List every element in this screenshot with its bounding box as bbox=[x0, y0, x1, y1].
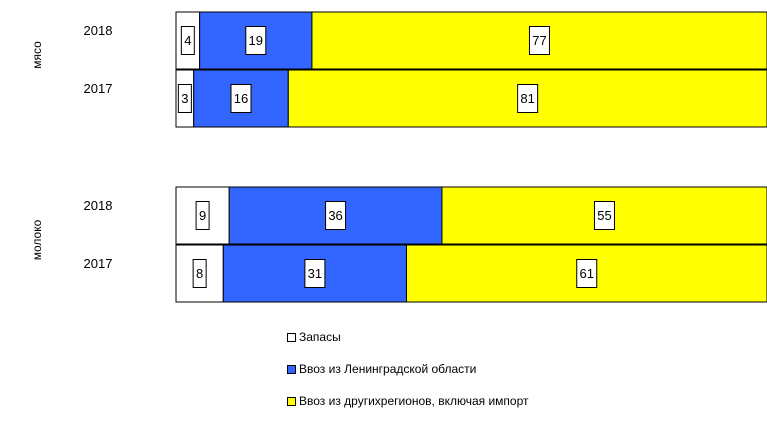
value-box-moloko-2018-other-regions bbox=[593, 201, 615, 230]
value-label-myaso-2018-leningrad: 19 bbox=[249, 33, 263, 48]
value-label-myaso-2018-other-regions: 77 bbox=[532, 33, 546, 48]
legend: Запасы Ввоз из Ленинградской области Вво… bbox=[287, 329, 529, 425]
value-box-moloko-2017-leningrad bbox=[304, 259, 326, 288]
legend-label-other-regions: Ввоз из другихрегионов, включая импорт bbox=[299, 394, 529, 408]
value-label-myaso-2018-zapasy: 4 bbox=[184, 33, 191, 48]
value-label-moloko-2017-other-regions: 61 bbox=[580, 266, 594, 281]
value-label-moloko-2017-leningrad: 31 bbox=[308, 266, 322, 281]
value-box-moloko-2018-leningrad bbox=[325, 201, 347, 230]
value-box-myaso-2018-zapasy bbox=[180, 26, 195, 55]
legend-swatch-zapasy bbox=[287, 332, 296, 342]
year-label-moloko-2017: 2017 bbox=[84, 256, 113, 271]
value-box-moloko-2018-zapasy bbox=[195, 201, 210, 230]
value-label-myaso-2017-leningrad: 16 bbox=[234, 91, 248, 106]
value-label-moloko-2018-other-regions: 55 bbox=[597, 208, 611, 223]
legend-label-zapasy: Запасы bbox=[299, 330, 341, 344]
value-box-myaso-2017-other-regions bbox=[517, 84, 539, 113]
legend-item-leningrad: Ввоз из Ленинградской области bbox=[287, 361, 529, 377]
legend-item-other-regions: Ввоз из другихрегионов, включая импорт bbox=[287, 393, 529, 409]
value-label-moloko-2018-leningrad: 36 bbox=[328, 208, 342, 223]
value-box-myaso-2018-leningrad bbox=[245, 26, 267, 55]
value-box-myaso-2018-other-regions bbox=[528, 26, 550, 55]
legend-swatch-leningrad bbox=[287, 364, 296, 374]
bar-moloko-2017-leningrad bbox=[222, 244, 407, 303]
value-box-moloko-2017-other-regions bbox=[576, 259, 598, 288]
year-label-moloko-2018: 2018 bbox=[84, 198, 113, 213]
value-label-myaso-2017-zapasy: 3 bbox=[181, 91, 188, 106]
chart: мясо 2018 4 19 77 2017 3 16 81 молоко 2018 9 36 55 201… bbox=[30, 11, 767, 303]
value-label-moloko-2017-zapasy: 8 bbox=[196, 266, 203, 281]
bar-moloko-2018-zapasy bbox=[175, 186, 230, 245]
group-label-myaso: мясо bbox=[30, 41, 44, 69]
legend-label-leningrad: Ввоз из Ленинградской области bbox=[299, 362, 477, 376]
year-label-myaso-2017: 2017 bbox=[84, 81, 113, 96]
value-box-moloko-2017-zapasy bbox=[192, 259, 207, 288]
legend-item-zapasy: Запасы bbox=[287, 329, 529, 345]
value-box-myaso-2017-zapasy bbox=[177, 84, 192, 113]
value-label-moloko-2018-zapasy: 9 bbox=[199, 208, 206, 223]
year-label-myaso-2018: 2018 bbox=[84, 23, 113, 38]
value-box-myaso-2017-leningrad bbox=[230, 84, 252, 113]
legend-swatch-other-regions bbox=[287, 396, 296, 406]
value-label-myaso-2017-other-regions: 81 bbox=[520, 91, 534, 106]
group-label-moloko: молоко bbox=[30, 219, 44, 260]
